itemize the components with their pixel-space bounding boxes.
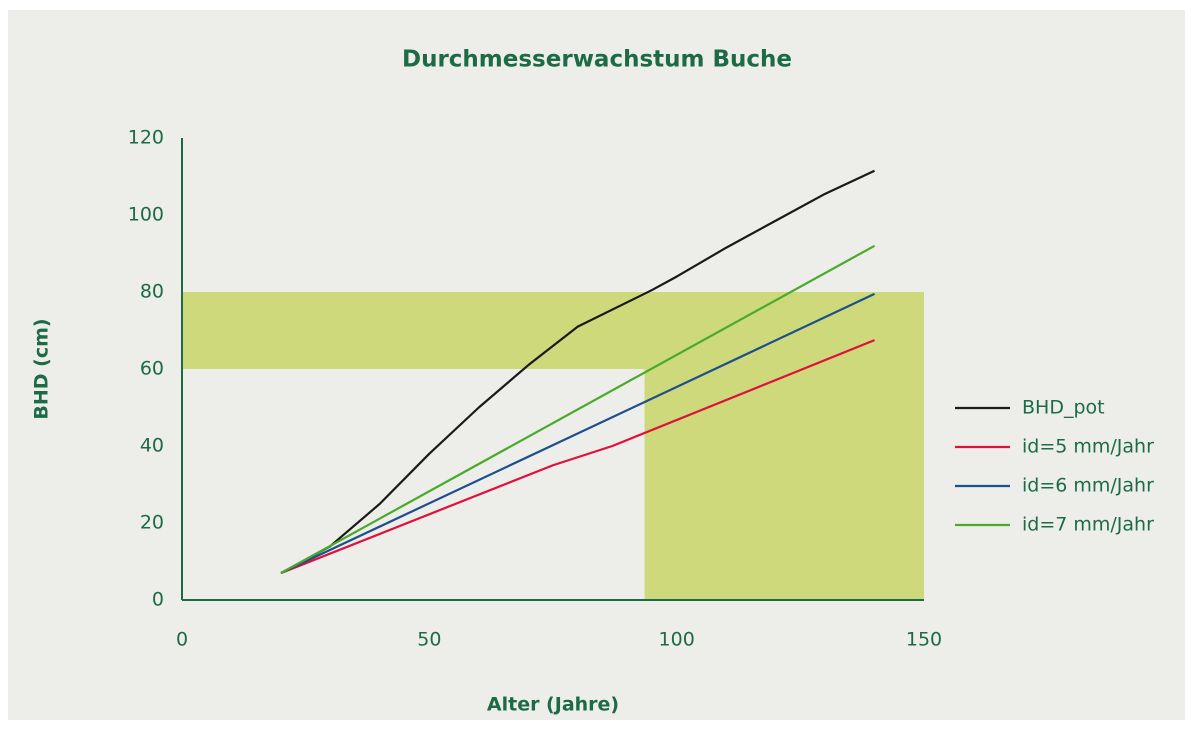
- y-tick-label: 20: [140, 512, 164, 534]
- y-tick-label: 80: [140, 281, 164, 303]
- y-axis-label: BHD (cm): [31, 318, 53, 419]
- x-tick-label: 150: [906, 629, 942, 651]
- legend-label: BHD_pot: [1022, 397, 1105, 419]
- legend-label: id=7 mm/Jahr: [1022, 514, 1154, 536]
- chart-title: Durchmesserwachstum Buche: [402, 47, 792, 73]
- y-tick-label: 100: [128, 204, 164, 226]
- line: [280, 292, 876, 575]
- legend-label: id=5 mm/Jahr: [1022, 436, 1154, 458]
- y-tick-label: 40: [140, 435, 164, 457]
- legend-label: id=6 mm/Jahr: [1022, 475, 1154, 497]
- y-tick-label: 60: [140, 358, 164, 380]
- x-tick-label: 100: [659, 629, 695, 651]
- x-tick-label: 50: [417, 629, 441, 651]
- x-tick-label: 0: [176, 629, 188, 651]
- line: [280, 169, 875, 575]
- x-axis-label: Alter (Jahre): [487, 694, 619, 716]
- y-tick-label: 0: [152, 589, 164, 611]
- y-tick-label: 120: [128, 127, 164, 149]
- line: [280, 339, 875, 575]
- band: [644, 292, 924, 600]
- line: [280, 244, 876, 575]
